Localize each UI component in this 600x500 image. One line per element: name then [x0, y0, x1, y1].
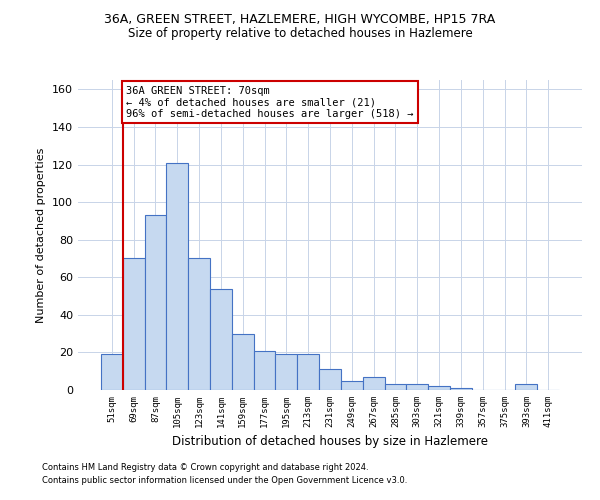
Bar — [515, 384, 537, 390]
Y-axis label: Number of detached properties: Number of detached properties — [37, 148, 46, 322]
Bar — [385, 384, 406, 390]
Bar — [363, 377, 385, 390]
Bar — [232, 334, 254, 390]
Text: Contains HM Land Registry data © Crown copyright and database right 2024.: Contains HM Land Registry data © Crown c… — [42, 464, 368, 472]
X-axis label: Distribution of detached houses by size in Hazlemere: Distribution of detached houses by size … — [172, 436, 488, 448]
Bar — [123, 258, 145, 390]
Bar — [166, 162, 188, 390]
Text: 36A GREEN STREET: 70sqm
← 4% of detached houses are smaller (21)
96% of semi-det: 36A GREEN STREET: 70sqm ← 4% of detached… — [126, 86, 413, 119]
Bar — [275, 354, 297, 390]
Text: Contains public sector information licensed under the Open Government Licence v3: Contains public sector information licen… — [42, 476, 407, 485]
Bar — [341, 380, 363, 390]
Bar — [428, 386, 450, 390]
Bar — [210, 288, 232, 390]
Bar — [101, 354, 123, 390]
Bar — [145, 216, 166, 390]
Text: Size of property relative to detached houses in Hazlemere: Size of property relative to detached ho… — [128, 28, 472, 40]
Bar — [406, 384, 428, 390]
Bar — [297, 354, 319, 390]
Bar — [188, 258, 210, 390]
Bar — [254, 350, 275, 390]
Bar — [450, 388, 472, 390]
Bar — [319, 370, 341, 390]
Text: 36A, GREEN STREET, HAZLEMERE, HIGH WYCOMBE, HP15 7RA: 36A, GREEN STREET, HAZLEMERE, HIGH WYCOM… — [104, 12, 496, 26]
